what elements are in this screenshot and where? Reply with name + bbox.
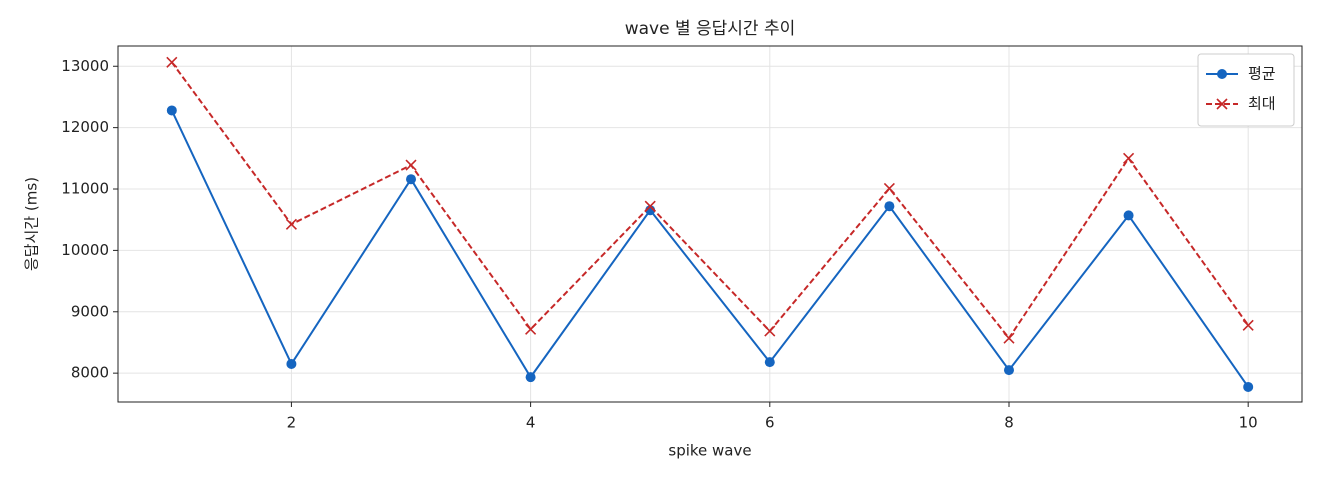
- marker: [285, 218, 297, 230]
- marker: [166, 105, 177, 116]
- marker: [1123, 152, 1135, 164]
- x-tick-label: 6: [765, 414, 775, 432]
- y-tick-label: 13000: [61, 57, 109, 75]
- marker: [1242, 319, 1254, 331]
- marker: [764, 325, 776, 337]
- y-tick-label: 10000: [61, 241, 109, 259]
- marker: [764, 357, 775, 368]
- y-axis-label: 응답시간 (ms): [23, 177, 41, 271]
- marker: [286, 358, 297, 369]
- legend-label: 평균: [1248, 65, 1276, 83]
- y-tick-label: 9000: [71, 302, 109, 320]
- x-axis-label: spike wave: [668, 442, 751, 460]
- x-tick-label: 2: [287, 414, 297, 432]
- y-tick-label: 11000: [61, 180, 109, 198]
- marker: [166, 56, 178, 68]
- marker: [1123, 210, 1134, 221]
- legend-box: [1197, 53, 1295, 127]
- series-line: [171, 61, 1249, 340]
- legend-marker: [1216, 98, 1228, 110]
- y-tick-label: 12000: [61, 118, 109, 136]
- marker: [405, 159, 417, 171]
- y-tick-label: 8000: [71, 364, 109, 382]
- legend-marker: [1217, 69, 1227, 79]
- marker: [1243, 381, 1254, 392]
- x-tick-label: 4: [526, 414, 536, 432]
- marker: [525, 372, 536, 383]
- marker: [644, 200, 656, 212]
- marker: [1003, 365, 1014, 376]
- plot-frame: [117, 45, 1303, 403]
- marker: [883, 182, 895, 194]
- x-tick-label: 10: [1239, 414, 1258, 432]
- marker: [525, 323, 537, 335]
- marker: [1003, 332, 1015, 344]
- x-tick-label: 8: [1004, 414, 1014, 432]
- marker: [884, 201, 895, 212]
- marker: [406, 174, 417, 185]
- legend-label: 최대: [1248, 95, 1276, 113]
- chart-title: wave 별 응답시간 추이: [625, 19, 796, 39]
- series-line: [170, 110, 1250, 388]
